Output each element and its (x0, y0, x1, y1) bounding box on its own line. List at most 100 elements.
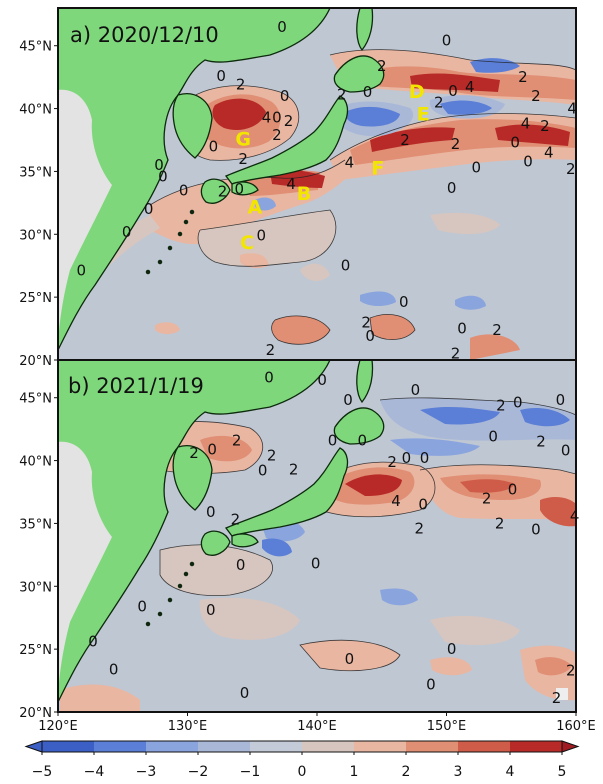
contour-label: 0 (447, 640, 457, 658)
panel-b-honshu (224, 447, 349, 537)
panel-b-hokkaido (333, 407, 385, 445)
contour-label: 0 (122, 223, 132, 241)
contour-label: 0 (472, 159, 482, 177)
contour-label: 2 (218, 183, 228, 201)
panel-b-korea (172, 445, 213, 511)
contour-label: 4 (567, 100, 577, 118)
contour-label: 0 (343, 391, 353, 409)
contour-label: 0 (240, 684, 250, 702)
contour-label: 4 (391, 492, 401, 510)
site-label-a: A (247, 197, 262, 219)
contour-label: 2 (496, 396, 506, 414)
contour-label: 0 (531, 521, 541, 539)
lat-tick-label: 20°N (19, 706, 52, 721)
site-label-b: B (297, 183, 311, 205)
contour-label: 2 (540, 117, 550, 135)
contour-label: 2 (289, 460, 299, 478)
contour-label: 0 (358, 431, 368, 449)
site-label-g: G (235, 129, 251, 151)
contour-label: 0 (235, 180, 245, 198)
colorbar-tick-label: −1 (240, 764, 261, 780)
site-label-f: F (371, 158, 384, 180)
contour-label: 2 (552, 689, 562, 707)
panel-a-kyushu (200, 178, 231, 204)
contour-label: 0 (264, 369, 274, 387)
colorbar-tick-label: −4 (84, 764, 105, 780)
contour-label: 4 (262, 108, 272, 126)
panel-b-map (58, 360, 576, 712)
contour-label: 2 (387, 453, 397, 471)
colorbar-swatch (146, 741, 199, 752)
colorbar-tick-label: −3 (136, 764, 157, 780)
contour-label: 0 (513, 394, 523, 412)
contour-label: 2 (236, 76, 246, 94)
contour-label: 0 (420, 449, 430, 467)
contour-label: 2 (272, 126, 282, 144)
contour-label: 2 (434, 93, 444, 111)
contour-label: 0 (447, 179, 457, 197)
contour-label: 2 (536, 433, 546, 451)
colorbar-swatch (354, 741, 407, 752)
contour-label: 0 (236, 556, 246, 574)
contour-label: 2 (400, 131, 410, 149)
contour-label: 0 (411, 381, 421, 399)
contour-label: 2 (361, 313, 371, 331)
contour-label: 0 (418, 496, 428, 514)
contour-label: 0 (88, 633, 98, 651)
contour-label: 2 (415, 519, 425, 537)
site-label-c: C (240, 232, 254, 254)
contour-label: 0 (154, 156, 164, 174)
contour-label: 2 (482, 489, 492, 507)
panel-a-site-labels: A B C DE F G (235, 81, 429, 254)
panel-b-land (58, 360, 385, 704)
contour-label: 0 (216, 67, 226, 85)
colorbar-over-arrow (561, 740, 580, 753)
site-label-d: D (409, 81, 425, 103)
lat-tick-label: 40°N (19, 455, 52, 470)
contour-label: 4 (521, 115, 531, 133)
contour-label: 2 (267, 447, 277, 465)
colorbar-tick-label: 1 (350, 764, 359, 780)
contour-label: 0 (442, 32, 452, 50)
contour-label: 2 (238, 150, 248, 168)
contour-label: 0 (399, 293, 409, 311)
lon-tick-label: 130°E (168, 719, 208, 734)
contour-label: 0 (311, 555, 321, 573)
lon-tick-label: 140°E (297, 719, 337, 734)
contour-label: 0 (144, 200, 154, 218)
colorbar-tick-label: −2 (188, 764, 209, 780)
contour-label: 2 (518, 68, 528, 86)
contour-label: 0 (402, 449, 412, 467)
contour-label: 4 (345, 154, 355, 172)
lat-tick-label: 30°N (19, 228, 52, 243)
colorbar-swatch (42, 741, 95, 752)
panel-a-map (58, 8, 576, 360)
contour-label: 0 (258, 462, 268, 480)
contour-label: 2 (566, 160, 576, 178)
contour-label: 0 (363, 83, 373, 101)
contour-label: 0 (328, 431, 338, 449)
contour-label: 2 (495, 514, 505, 532)
colorbar-swatch (406, 741, 459, 752)
contour-label: 2 (232, 431, 242, 449)
contour-label: 2 (266, 341, 276, 359)
lat-tick-label: 35°N (19, 517, 52, 532)
contour-label: 0 (488, 428, 498, 446)
contour-label: 0 (158, 167, 168, 185)
contour-label: 2 (377, 57, 387, 75)
lat-tick-label: 20°N (19, 354, 52, 369)
lat-tick-label: 30°N (19, 580, 52, 595)
contour-label: 2 (337, 86, 347, 104)
contour-label: 0 (426, 675, 436, 693)
colorbar-tick-label: 3 (454, 764, 463, 780)
contour-label: 0 (277, 18, 287, 36)
contour-label: 0 (206, 503, 216, 521)
contour-label: 0 (317, 371, 327, 389)
panel-a-korea (172, 93, 213, 159)
lat-tick-label: 45°N (19, 40, 52, 55)
panel-b-missing-data-patch (556, 688, 568, 700)
